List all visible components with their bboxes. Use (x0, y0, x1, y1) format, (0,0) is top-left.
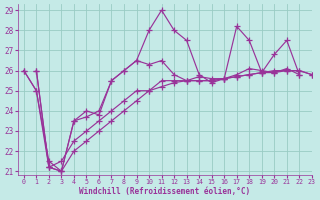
X-axis label: Windchill (Refroidissement éolien,°C): Windchill (Refroidissement éolien,°C) (79, 187, 250, 196)
